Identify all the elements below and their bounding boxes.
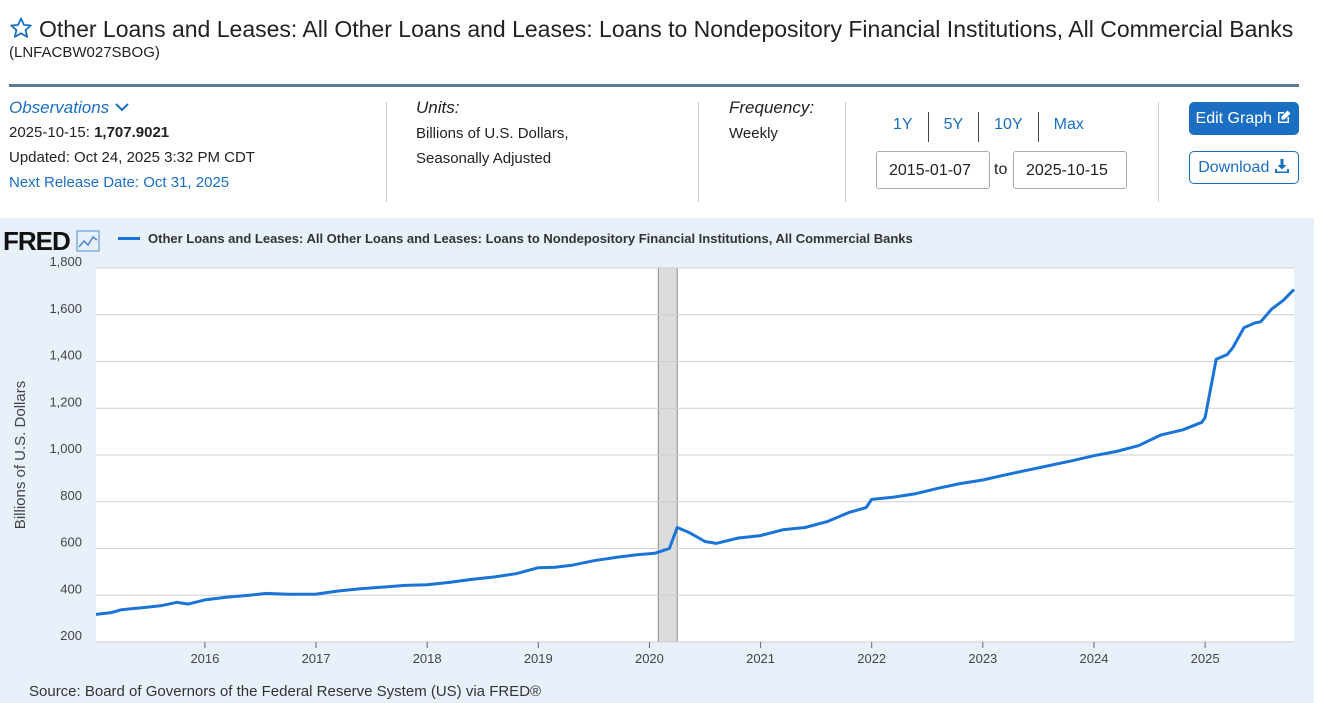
units-line1: Billions of U.S. Dollars, [416, 125, 569, 142]
legend-swatch [118, 237, 140, 240]
legend-label: Other Loans and Leases: All Other Loans … [148, 231, 913, 246]
y-tick-label: 600 [60, 535, 82, 550]
chevron-down-icon[interactable] [114, 101, 130, 113]
observations-panel: Observations 2025-10-15: 1,707.9021 Upda… [9, 98, 255, 195]
units-panel: Units: Billions of U.S. Dollars, Seasona… [416, 98, 569, 171]
next-release-link[interactable]: Next Release Date: Oct 31, 2025 [9, 174, 230, 191]
x-tick-label: 2017 [302, 651, 331, 666]
x-tick-label: 2021 [746, 651, 775, 666]
observation-date: 2025-10-15: [9, 124, 90, 141]
x-tick-label: 2018 [413, 651, 442, 666]
y-tick-label: 1,200 [49, 394, 82, 409]
y-tick-label: 200 [60, 628, 82, 643]
title-text: Other Loans and Leases: All Other Loans … [39, 16, 1294, 42]
range-max-button[interactable]: Max [1053, 116, 1084, 133]
page-title: Other Loans and Leases: All Other Loans … [9, 16, 1293, 42]
x-tick-label: 2019 [524, 651, 553, 666]
star-icon[interactable] [9, 16, 33, 40]
y-tick-label: 1,000 [49, 441, 82, 456]
x-tick-label: 2022 [857, 651, 886, 666]
divider [698, 102, 699, 202]
y-tick-label: 1,400 [49, 348, 82, 363]
y-tick-label: 400 [60, 581, 82, 596]
range-10y-button[interactable]: 10Y [979, 112, 1039, 142]
end-date-input[interactable]: 2025-10-15 [1013, 151, 1127, 189]
start-date-input[interactable]: 2015-01-07 [876, 151, 990, 189]
download-label: Download [1198, 159, 1270, 176]
y-tick-label: 1,800 [49, 254, 82, 269]
line-chart: 200 400 600 800 1,000 1,200 1,400 1,600 1,800 201… [12, 254, 1296, 666]
download-button[interactable]: Download [1189, 151, 1299, 184]
range-buttons: 1Y 5Y 10Y Max [878, 112, 1099, 142]
download-icon [1274, 159, 1289, 173]
units-label: Units: [416, 98, 460, 117]
trend-line-icon [76, 230, 100, 252]
frequency-panel: Frequency: Weekly [729, 98, 814, 146]
edit-graph-label: Edit Graph [1195, 110, 1273, 127]
x-tick-label: 2024 [1080, 651, 1109, 666]
x-tick-label: 2020 [635, 651, 664, 666]
chart-legend: Other Loans and Leases: All Other Loans … [118, 231, 913, 246]
source-note: Source: Board of Governors of the Federa… [29, 683, 542, 700]
fred-logo-text: FRED [3, 226, 71, 256]
date-range-to-label: to [994, 161, 1008, 178]
y-tick-label: 1,600 [49, 301, 82, 316]
observation-value: 1,707.9021 [94, 124, 170, 141]
divider [845, 102, 846, 202]
latest-observation: 2025-10-15: 1,707.9021 [9, 120, 255, 145]
series-id: (LNFACBW027SBOG) [9, 44, 160, 61]
x-tick-label: 2016 [190, 651, 219, 666]
range-5y-button[interactable]: 5Y [929, 112, 980, 142]
updated-text: Updated: Oct 24, 2025 3:32 PM CDT [9, 149, 255, 166]
fred-logo[interactable]: FRED [3, 226, 100, 257]
title-block: Other Loans and Leases: All Other Loans … [9, 14, 1299, 62]
observations-toggle[interactable]: Observations [9, 98, 255, 118]
divider [1158, 102, 1159, 202]
x-tick-label: 2023 [968, 651, 997, 666]
observations-label[interactable]: Observations [9, 98, 110, 117]
edit-graph-button[interactable]: Edit Graph [1189, 102, 1299, 135]
title-divider [9, 84, 1299, 87]
edit-icon [1278, 110, 1291, 123]
divider [386, 102, 387, 202]
range-1y-button[interactable]: 1Y [878, 112, 929, 142]
frequency-value: Weekly [729, 125, 778, 142]
frequency-label: Frequency: [729, 98, 815, 117]
series-line [95, 288, 1296, 616]
units-line2: Seasonally Adjusted [416, 150, 552, 167]
x-tick-label: 2025 [1191, 651, 1220, 666]
y-tick-label: 800 [60, 488, 82, 503]
y-axis-label: Billions of U.S. Dollars [12, 381, 29, 529]
